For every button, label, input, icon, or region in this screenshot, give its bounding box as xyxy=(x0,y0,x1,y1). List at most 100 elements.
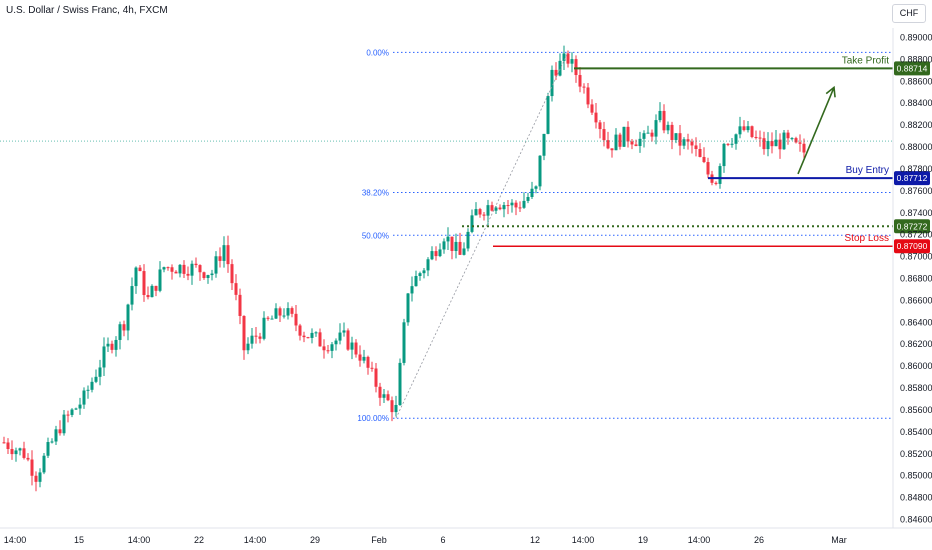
candle-body xyxy=(586,87,590,105)
candle xyxy=(386,390,390,402)
candle xyxy=(534,185,538,194)
price-tag-label: 0.87090 xyxy=(897,241,928,251)
y-tick-label: 0.88600 xyxy=(900,76,932,86)
x-tick-label: 14:00 xyxy=(688,535,711,545)
candle xyxy=(594,102,598,129)
candle xyxy=(246,337,250,355)
candle-body xyxy=(58,429,62,434)
candle-body xyxy=(254,335,258,337)
candle xyxy=(202,271,206,280)
candle xyxy=(34,471,38,492)
candle xyxy=(230,259,234,291)
candle xyxy=(478,207,482,218)
y-tick-label: 0.86000 xyxy=(900,361,932,371)
candle xyxy=(170,264,174,280)
candle-body xyxy=(750,126,754,137)
currency-button[interactable]: CHF xyxy=(892,4,926,23)
candle xyxy=(462,242,466,256)
candle xyxy=(530,181,534,199)
candle-body xyxy=(22,448,26,458)
x-tick-label: 14:00 xyxy=(128,535,151,545)
candle-body xyxy=(62,414,66,434)
candle-body xyxy=(694,145,698,150)
projection-arrow xyxy=(797,87,835,175)
candle xyxy=(454,233,458,259)
candle-body xyxy=(530,188,534,197)
candle xyxy=(798,134,802,152)
fib-level-label: 100.00% xyxy=(357,414,389,423)
candle xyxy=(122,320,126,337)
candle xyxy=(78,397,82,415)
y-tick-label: 0.85400 xyxy=(900,427,932,437)
candle-body xyxy=(774,139,778,147)
candle xyxy=(30,450,34,486)
candle xyxy=(742,120,746,132)
candle-body xyxy=(646,132,650,134)
candle xyxy=(794,136,798,144)
x-tick-label: 22 xyxy=(194,535,204,545)
candle xyxy=(382,389,386,403)
candle xyxy=(430,246,434,261)
candle-body xyxy=(534,186,538,189)
candle xyxy=(638,131,642,153)
candle xyxy=(538,155,542,191)
candle-body xyxy=(150,285,154,298)
candle-body xyxy=(794,138,798,143)
candle-body xyxy=(506,205,510,207)
time-axis[interactable]: 14:00 15 14:00 22 14:00 29 Feb 6 12 14:00 19 14:00 2… xyxy=(0,527,932,545)
candle-body xyxy=(266,317,270,319)
candle xyxy=(434,246,438,261)
candle-body xyxy=(186,273,190,276)
candle-body xyxy=(722,143,726,167)
candle xyxy=(66,410,70,423)
price-axis[interactable]: 0.84600 0.84800 0.85000 0.85200 0.85400 0.856… xyxy=(892,28,932,528)
candle-body xyxy=(466,231,470,249)
candle xyxy=(46,437,50,459)
y-tick-label: 0.84600 xyxy=(900,515,932,525)
candle xyxy=(494,206,498,214)
candle-body xyxy=(10,448,14,455)
candle-body xyxy=(306,337,310,339)
candle xyxy=(646,125,650,134)
candle xyxy=(442,238,446,254)
candle-body xyxy=(454,241,458,251)
candle xyxy=(6,438,10,454)
candle xyxy=(490,201,494,212)
candle-body xyxy=(38,472,42,482)
candle xyxy=(582,83,586,94)
candle xyxy=(70,408,74,418)
candle-body xyxy=(482,214,486,216)
candle-body xyxy=(174,271,178,274)
candle xyxy=(766,132,770,157)
candle xyxy=(354,339,358,358)
candle xyxy=(106,337,110,352)
chart-title: U.S. Dollar / Swiss Franc, 4h, FXCM xyxy=(6,5,168,16)
y-tick-label: 0.88400 xyxy=(900,98,932,108)
candle xyxy=(126,303,130,341)
candle xyxy=(294,305,298,332)
candle-body xyxy=(626,126,630,142)
candle-body xyxy=(450,236,454,251)
candle xyxy=(774,130,778,147)
candle xyxy=(254,326,258,344)
candle-body xyxy=(462,248,466,255)
fibonacci-retracement[interactable]: 0.00% 38.20% 50.00% 100.00% xyxy=(0,48,893,423)
candle xyxy=(414,270,418,287)
candle-body xyxy=(334,340,338,345)
candle xyxy=(222,236,226,268)
candle xyxy=(422,268,426,279)
candle xyxy=(678,125,682,156)
candle-body xyxy=(614,134,618,151)
y-tick-label: 0.87200 xyxy=(900,230,932,240)
candle-body xyxy=(222,245,226,261)
candle xyxy=(90,377,94,393)
candle-body xyxy=(430,251,434,260)
candle-body xyxy=(322,346,326,351)
candle xyxy=(402,318,406,366)
candle-body xyxy=(354,342,358,355)
candle xyxy=(74,407,78,410)
y-tick-label: 0.88800 xyxy=(900,54,932,64)
candle-body xyxy=(610,148,614,151)
candle xyxy=(290,306,294,318)
